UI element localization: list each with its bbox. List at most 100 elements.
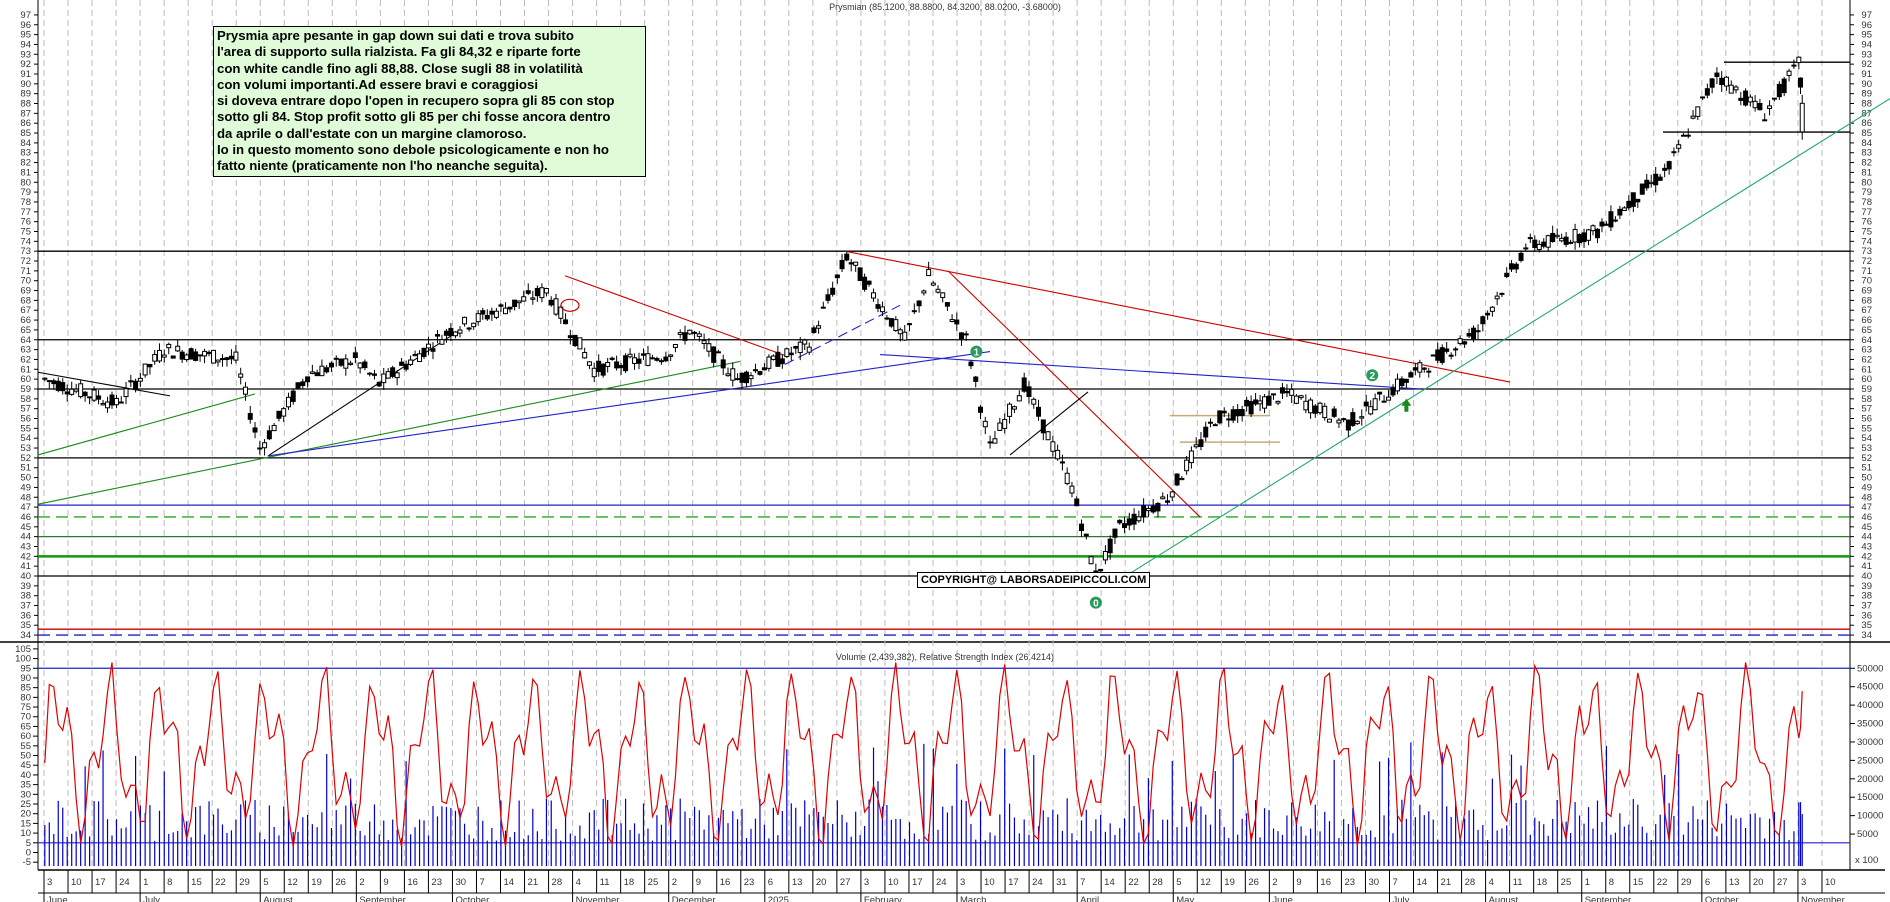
svg-text:38: 38 [20, 591, 31, 602]
svg-text:0: 0 [26, 847, 31, 858]
svg-text:October: October [455, 895, 489, 902]
svg-text:80: 80 [20, 177, 31, 188]
svg-text:59: 59 [1861, 384, 1872, 395]
svg-text:81: 81 [20, 167, 31, 178]
svg-text:1: 1 [143, 877, 148, 888]
svg-text:10: 10 [20, 828, 31, 839]
svg-text:72: 72 [20, 256, 31, 267]
svg-text:55: 55 [20, 741, 31, 752]
svg-text:43: 43 [1861, 541, 1872, 552]
svg-text:59: 59 [20, 384, 31, 395]
svg-text:18: 18 [1537, 877, 1548, 888]
svg-text:65: 65 [20, 721, 31, 732]
svg-text:69: 69 [1861, 286, 1872, 297]
svg-text:24: 24 [119, 877, 130, 888]
svg-text:40000: 40000 [1857, 700, 1883, 711]
svg-text:55: 55 [1861, 423, 1872, 434]
candles [42, 56, 1805, 582]
svg-text:60: 60 [20, 374, 31, 385]
svg-text:20000: 20000 [1857, 774, 1883, 785]
svg-text:21: 21 [528, 877, 539, 888]
svg-text:46: 46 [1861, 512, 1872, 523]
svg-text:60: 60 [20, 731, 31, 742]
svg-text:97: 97 [1861, 10, 1872, 21]
svg-text:74: 74 [20, 236, 31, 247]
svg-text:35000: 35000 [1857, 719, 1883, 730]
svg-text:22: 22 [1128, 877, 1139, 888]
svg-text:20: 20 [20, 809, 31, 820]
svg-text:50000: 50000 [1857, 663, 1883, 674]
svg-text:7: 7 [479, 877, 484, 888]
svg-text:71: 71 [1861, 266, 1872, 277]
svg-text:6: 6 [768, 877, 773, 888]
svg-text:16: 16 [1320, 877, 1331, 888]
svg-text:51: 51 [20, 463, 31, 474]
svg-text:68: 68 [1861, 295, 1872, 306]
volume-bars [44, 742, 1803, 867]
svg-text:20: 20 [816, 877, 827, 888]
svg-text:17: 17 [1008, 877, 1019, 888]
svg-text:27: 27 [840, 877, 851, 888]
svg-text:58: 58 [1861, 394, 1872, 405]
svg-text:April: April [1080, 895, 1099, 902]
svg-text:39: 39 [20, 581, 31, 592]
svg-text:13: 13 [792, 877, 803, 888]
svg-text:10: 10 [888, 877, 899, 888]
svg-text:10: 10 [1825, 877, 1836, 888]
svg-text:96: 96 [20, 20, 31, 31]
svg-text:80: 80 [20, 692, 31, 703]
svg-text:10000: 10000 [1857, 811, 1883, 822]
copyright-label: COPYRIGHT@ LABORSADEIPICCOLI.COM [917, 572, 1151, 588]
svg-text:49: 49 [20, 482, 31, 493]
svg-text:6: 6 [1705, 877, 1710, 888]
svg-text:2: 2 [1369, 371, 1375, 382]
svg-text:37: 37 [1861, 601, 1872, 612]
svg-text:35: 35 [20, 780, 31, 791]
svg-text:62: 62 [1861, 354, 1872, 365]
svg-text:65: 65 [20, 325, 31, 336]
svg-text:47: 47 [20, 502, 31, 513]
svg-text:20: 20 [1753, 877, 1764, 888]
svg-text:82: 82 [20, 158, 31, 169]
svg-text:88: 88 [1861, 99, 1872, 110]
svg-text:90: 90 [20, 673, 31, 684]
svg-text:17: 17 [912, 877, 923, 888]
svg-text:56: 56 [1861, 414, 1872, 425]
svg-text:93: 93 [20, 49, 31, 60]
svg-text:35: 35 [1861, 620, 1872, 631]
svg-text:54: 54 [1861, 433, 1872, 444]
svg-text:June: June [47, 895, 68, 902]
svg-text:57: 57 [20, 404, 31, 415]
svg-text:93: 93 [1861, 49, 1872, 60]
svg-text:100: 100 [15, 654, 31, 665]
svg-text:26: 26 [335, 877, 346, 888]
svg-text:3: 3 [864, 877, 869, 888]
svg-text:63: 63 [20, 345, 31, 356]
svg-text:2: 2 [359, 877, 364, 888]
svg-text:66: 66 [1861, 315, 1872, 326]
svg-text:41: 41 [1861, 561, 1872, 572]
svg-text:52: 52 [1861, 453, 1872, 464]
svg-text:November: November [576, 895, 620, 902]
svg-text:23: 23 [744, 877, 755, 888]
svg-text:97: 97 [20, 10, 31, 21]
svg-text:43: 43 [20, 541, 31, 552]
svg-text:47: 47 [1861, 502, 1872, 513]
svg-text:21: 21 [1441, 877, 1452, 888]
svg-text:76: 76 [20, 217, 31, 228]
svg-text:July: July [1392, 895, 1409, 902]
svg-text:55: 55 [20, 423, 31, 434]
svg-text:61: 61 [1861, 364, 1872, 375]
svg-text:15: 15 [191, 877, 202, 888]
svg-text:35: 35 [20, 620, 31, 631]
svg-text:19: 19 [1224, 877, 1235, 888]
svg-text:84: 84 [20, 138, 31, 149]
svg-text:14: 14 [1417, 877, 1428, 888]
svg-text:91: 91 [20, 69, 31, 80]
svg-text:x 100: x 100 [1855, 855, 1878, 866]
svg-text:77: 77 [20, 207, 31, 218]
svg-text:69: 69 [20, 286, 31, 297]
svg-text:45: 45 [1861, 522, 1872, 533]
svg-text:75: 75 [20, 702, 31, 713]
